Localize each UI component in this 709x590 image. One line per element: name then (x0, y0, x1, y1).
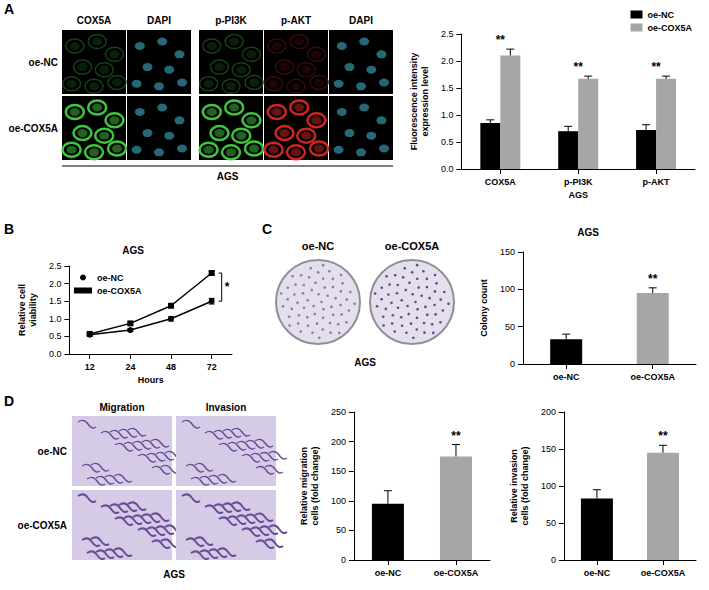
svg-text:*: * (225, 280, 230, 294)
svg-text:100: 100 (541, 481, 556, 491)
svg-text:250: 250 (331, 407, 346, 417)
svg-text:**: ** (648, 272, 658, 286)
svg-text:2.5: 2.5 (441, 29, 454, 39)
svg-text:AGS: AGS (577, 227, 599, 238)
svg-text:oe-COX5A: oe-COX5A (434, 568, 479, 578)
svg-text:C: C (262, 221, 272, 237)
svg-text:200: 200 (331, 437, 346, 447)
svg-text:AGS: AGS (354, 357, 376, 368)
svg-text:COX5A: COX5A (77, 15, 111, 26)
svg-text:oe-COX5A: oe-COX5A (9, 123, 58, 134)
svg-text:DAPI: DAPI (349, 15, 373, 26)
svg-text:Relative invasion: Relative invasion (509, 449, 519, 523)
svg-text:50: 50 (505, 322, 515, 332)
svg-text:0.0: 0.0 (49, 349, 62, 359)
svg-text:1.5: 1.5 (441, 83, 454, 93)
svg-text:150: 150 (541, 444, 556, 454)
svg-text:Hours: Hours (138, 375, 164, 385)
svg-text:p-PI3K: p-PI3K (564, 177, 593, 187)
svg-text:0: 0 (551, 555, 556, 565)
svg-text:0: 0 (510, 359, 515, 369)
svg-text:oe-COX5A: oe-COX5A (641, 568, 686, 578)
svg-text:0.5: 0.5 (49, 331, 62, 341)
svg-text:150: 150 (331, 466, 346, 476)
svg-text:AGS: AGS (568, 190, 588, 200)
svg-text:oe-NC: oe-NC (553, 372, 580, 382)
svg-text:2.0: 2.0 (49, 279, 62, 289)
svg-text:oe-NC: oe-NC (375, 568, 402, 578)
svg-text:Migration: Migration (100, 402, 145, 413)
svg-text:50: 50 (546, 518, 556, 528)
svg-text:48: 48 (166, 362, 176, 372)
svg-text:1.0: 1.0 (441, 110, 454, 120)
svg-text:p-AKT: p-AKT (643, 177, 670, 187)
svg-text:2.5: 2.5 (49, 261, 62, 271)
svg-text:oe-COX5A: oe-COX5A (630, 372, 675, 382)
svg-text:oe-COX5A: oe-COX5A (97, 286, 142, 296)
svg-text:AGS: AGS (122, 245, 144, 256)
svg-text:oe-NC: oe-NC (97, 273, 124, 283)
svg-text:AGS: AGS (217, 171, 239, 182)
svg-text:Relative migration: Relative migration (299, 447, 309, 525)
svg-text:D: D (4, 393, 14, 409)
svg-text:0.0: 0.0 (441, 164, 454, 174)
svg-text:AGS: AGS (163, 569, 185, 580)
svg-text:**: ** (451, 429, 461, 443)
svg-text:**: ** (496, 33, 506, 47)
svg-text:Fluorescence intensity: Fluorescence intensity (409, 53, 419, 151)
svg-text:72: 72 (207, 362, 217, 372)
svg-text:cells (fold change): cells (fold change) (310, 446, 320, 525)
svg-text:oe-NC: oe-NC (647, 10, 674, 20)
svg-text:100: 100 (500, 284, 515, 294)
svg-text:A: A (4, 1, 14, 17)
svg-text:cells (fold change): cells (fold change) (520, 446, 530, 525)
svg-text:oe-NC: oe-NC (302, 240, 334, 252)
svg-text:200: 200 (541, 407, 556, 417)
svg-text:2.0: 2.0 (441, 56, 454, 66)
svg-text:150: 150 (500, 247, 515, 257)
svg-text:Relative cell: Relative cell (17, 284, 27, 336)
svg-text:**: ** (574, 60, 584, 74)
svg-text:24: 24 (125, 362, 135, 372)
svg-text:0.5: 0.5 (441, 137, 454, 147)
svg-text:100: 100 (331, 496, 346, 506)
svg-text:1.0: 1.0 (49, 314, 62, 324)
svg-text:DAPI: DAPI (147, 15, 171, 26)
svg-text:B: B (4, 221, 14, 237)
svg-text:Colony count: Colony count (479, 279, 489, 337)
svg-text:p-AKT: p-AKT (281, 15, 311, 26)
svg-text:expression level: expression level (420, 66, 430, 136)
svg-text:viability: viability (28, 293, 38, 327)
svg-text:oe-NC: oe-NC (29, 57, 58, 68)
svg-text:p-PI3K: p-PI3K (215, 15, 247, 26)
svg-text:Invasion: Invasion (206, 402, 247, 413)
svg-text:oe-NC: oe-NC (38, 446, 67, 457)
svg-text:oe-COX5A: oe-COX5A (647, 23, 692, 33)
svg-text:oe-COX5A: oe-COX5A (385, 240, 439, 252)
svg-text:**: ** (658, 429, 668, 443)
svg-text:50: 50 (336, 525, 346, 535)
svg-text:oe-COX5A: oe-COX5A (18, 520, 67, 531)
svg-text:**: ** (651, 60, 661, 74)
svg-text:COX5A: COX5A (485, 177, 517, 187)
svg-text:oe-NC: oe-NC (584, 568, 611, 578)
svg-text:12: 12 (85, 362, 95, 372)
svg-text:0: 0 (341, 555, 346, 565)
svg-text:1.5: 1.5 (49, 296, 62, 306)
